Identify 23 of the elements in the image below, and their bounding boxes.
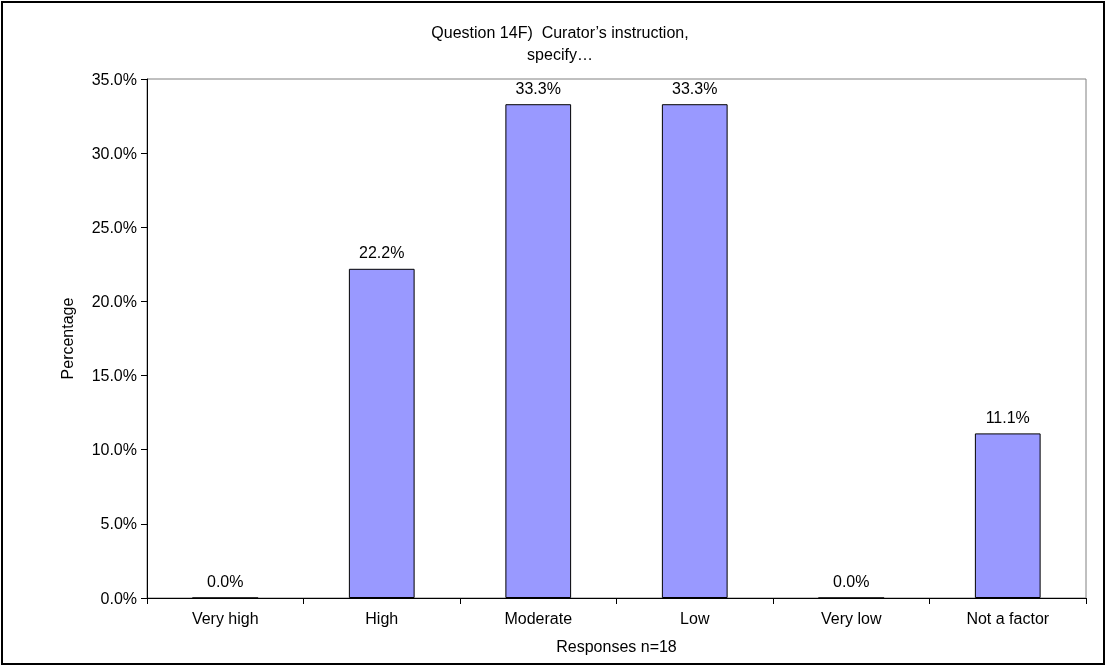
x-tick-label: Low <box>680 609 710 627</box>
data-label: 11.1% <box>985 408 1030 426</box>
x-tick-label: Very low <box>821 609 882 627</box>
data-label: 0.0% <box>833 573 870 590</box>
chart-title: Question 14F) Curator’s instruction, specify… <box>431 23 689 63</box>
x-tick-label: Moderate <box>504 609 573 627</box>
x-axis-title: Responses n=18 <box>556 637 677 655</box>
y-tick-label: 0.0% <box>100 589 137 607</box>
y-tick-label: 10.0% <box>91 441 137 459</box>
data-label: 33.3% <box>515 79 561 97</box>
y-tick-label: 35.0% <box>91 70 137 88</box>
x-tick-label: Very high <box>191 609 259 627</box>
x-tick-label: Not a factor <box>966 609 1050 627</box>
y-tick-label: 5.0% <box>100 515 137 533</box>
y-tick-label: 30.0% <box>91 144 137 162</box>
data-label: 22.2% <box>359 244 405 262</box>
y-tick-label: 20.0% <box>91 292 137 310</box>
data-label: 33.3% <box>672 79 718 97</box>
data-label: 0.0% <box>207 573 244 590</box>
y-tick-label: 25.0% <box>91 218 137 236</box>
x-tick-label: High <box>365 609 399 627</box>
y-axis-title: Percentage <box>58 297 76 380</box>
y-tick-label: 15.0% <box>91 367 137 385</box>
